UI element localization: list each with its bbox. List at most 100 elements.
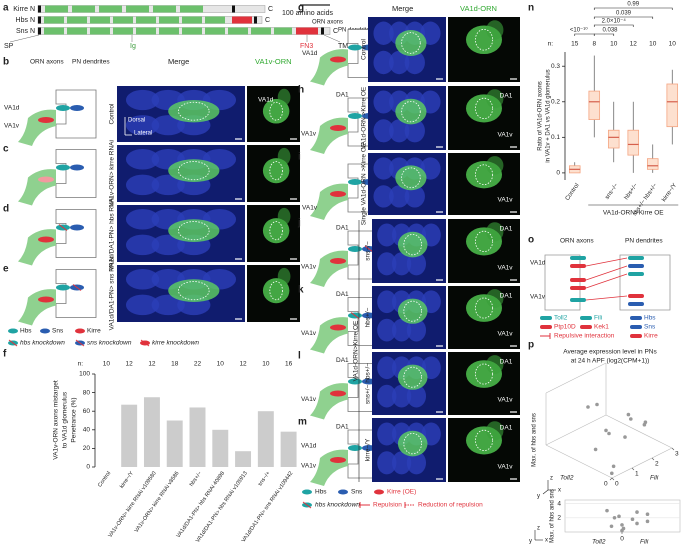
row-label: Control xyxy=(361,38,368,60)
label: VA1v-ORN xyxy=(255,57,292,66)
bar xyxy=(235,451,252,467)
kirre-marker xyxy=(330,191,346,197)
legend-swatch xyxy=(374,489,384,495)
n-count: 10 xyxy=(103,361,111,368)
box xyxy=(627,129,640,156)
data-point xyxy=(609,524,614,529)
signal-peptide xyxy=(38,27,41,35)
label: DA1 xyxy=(500,425,513,432)
label: VA1d xyxy=(4,105,20,112)
label: VA1d xyxy=(301,443,317,450)
significance-bracket xyxy=(574,33,595,36)
tick xyxy=(671,447,675,451)
panel-label: n xyxy=(528,3,534,14)
legend-label: Kirre xyxy=(644,333,658,340)
y-tick-label: 60 xyxy=(83,408,91,415)
protein-marker xyxy=(570,298,586,302)
image-cell xyxy=(406,384,427,408)
line xyxy=(140,339,150,347)
axis-letter: x xyxy=(545,538,548,544)
x-tick-label: kirre−/Y xyxy=(119,470,135,489)
significance-bracket xyxy=(593,33,615,36)
hbs-marker xyxy=(348,113,362,119)
dashed-outline xyxy=(474,28,494,51)
sns-marker xyxy=(70,105,84,111)
data-point xyxy=(593,447,598,452)
n-count: 16 xyxy=(285,361,293,368)
image-signal xyxy=(397,231,428,258)
box xyxy=(646,158,659,170)
tick-label: 0 xyxy=(604,481,608,488)
y-tick-label: 0 xyxy=(556,170,560,177)
y-tick-label: 100 xyxy=(79,371,90,378)
line xyxy=(8,339,18,347)
image-signal xyxy=(486,222,504,242)
n-count: 10 xyxy=(649,41,657,48)
orn-axon xyxy=(18,169,56,206)
protein-marker xyxy=(628,302,644,306)
significance-bracket xyxy=(593,7,673,10)
n-count: 10 xyxy=(669,41,677,48)
y-axis-label: Max. of hbs and sns xyxy=(550,489,556,543)
signal-peptide xyxy=(38,16,41,24)
ig-domain xyxy=(113,16,133,24)
n-label: n: xyxy=(548,41,554,48)
axis-letter: z xyxy=(537,526,540,532)
legend-swatch xyxy=(580,325,592,329)
image-signal xyxy=(486,355,504,375)
image-cell xyxy=(125,234,160,256)
domain-label: TM xyxy=(338,43,348,50)
legend-label: Fili xyxy=(594,315,602,322)
y-tick-label: 0 xyxy=(86,464,90,471)
label: DA1 xyxy=(336,291,349,298)
legend-swatch xyxy=(630,325,642,329)
row-label: VA1d/DA1-PN> sns RNAi xyxy=(109,257,116,331)
significance-bracket xyxy=(593,24,634,27)
repulsion-line xyxy=(585,265,628,281)
y-axis-label: Ratio of VA1d-ORN axons xyxy=(538,81,544,151)
protein-marker xyxy=(570,264,586,268)
group-label: VA1d-ORN>Kirre OE xyxy=(603,210,664,217)
tick-label: 2 xyxy=(655,461,659,468)
tick xyxy=(631,467,635,471)
label: VA1v xyxy=(497,397,513,404)
data-point xyxy=(626,412,631,417)
image-signal xyxy=(486,421,504,441)
dashed-outline xyxy=(401,32,421,54)
ig-domain xyxy=(228,27,248,35)
panel-label: c xyxy=(3,144,9,155)
row-label: Single VA1d-ORN >Kirre OE xyxy=(361,142,368,225)
label: ORN axons xyxy=(30,59,64,66)
n-count: 8 xyxy=(592,41,596,48)
legend-swatch xyxy=(40,328,50,334)
image-cell xyxy=(373,157,394,180)
row-label: VA1d-ORN >Kirre OE xyxy=(361,86,368,149)
image-signal xyxy=(277,147,291,165)
legend-label: Kirre (OE) xyxy=(387,489,416,496)
dashed-outline xyxy=(474,429,494,452)
kirre-marker xyxy=(330,56,346,63)
image-cell xyxy=(406,451,427,475)
protein-marker xyxy=(628,272,644,276)
data-point xyxy=(620,523,624,527)
box-edge xyxy=(605,414,673,449)
x-tick-label: VA1d/DA1-PN> sns RNAi v109442 xyxy=(241,471,295,544)
protein-marker xyxy=(628,256,644,260)
image-cell xyxy=(151,294,185,316)
dashed-outline xyxy=(403,432,422,455)
sns-marker xyxy=(70,164,84,171)
image-cell xyxy=(377,318,397,342)
label: DA1 xyxy=(500,359,513,366)
image-cell xyxy=(377,252,397,276)
x-tick-label: Control xyxy=(565,183,581,202)
protein-marker xyxy=(570,278,586,282)
data-point xyxy=(605,508,609,513)
legend-swatch xyxy=(540,325,552,329)
legend-label: Sns xyxy=(351,489,363,496)
axis-letter: x xyxy=(558,488,561,494)
label: VA1d-ORN xyxy=(460,4,497,13)
label: VA1v xyxy=(497,197,513,204)
panel-label: e xyxy=(3,264,9,275)
hbs-marker xyxy=(56,105,70,111)
ig-domain xyxy=(44,16,64,24)
